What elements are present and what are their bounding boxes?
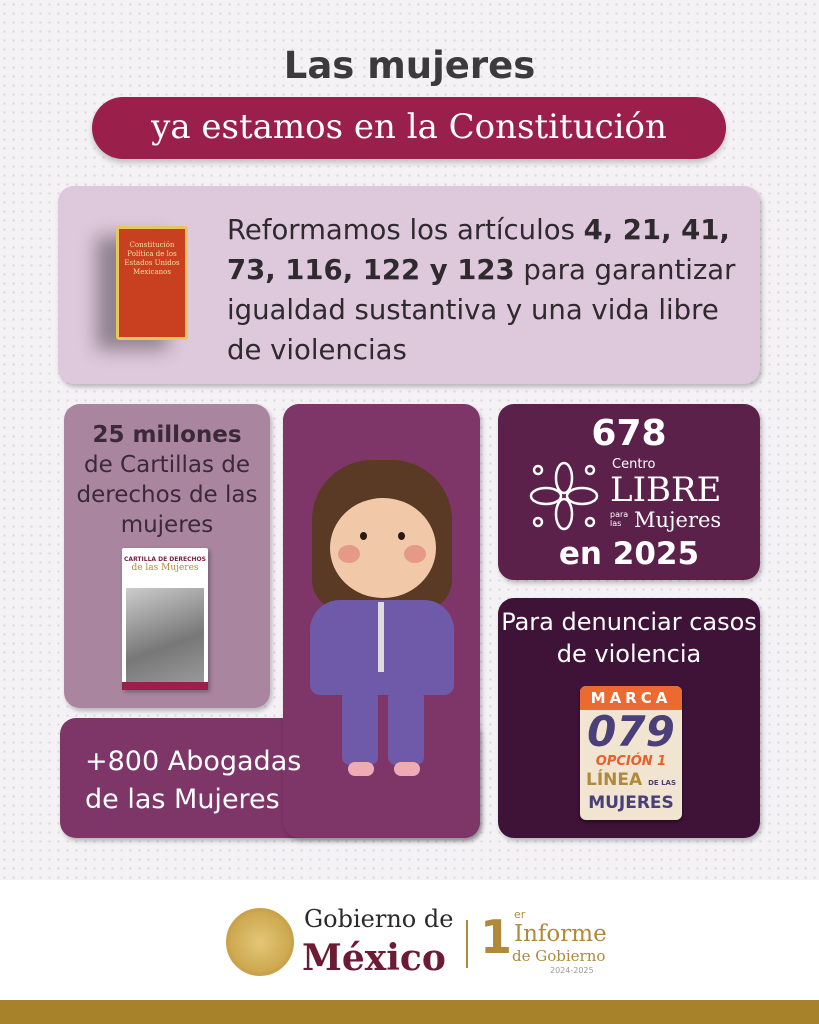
flower-logo-icon bbox=[529, 461, 599, 531]
informe-number: 1 bbox=[480, 910, 513, 964]
title-banner: ya estamos en la Constitución bbox=[92, 97, 726, 159]
cartillas-text: de Cartillas de derechos de las mujeres bbox=[76, 452, 258, 538]
footer bbox=[0, 880, 819, 1000]
centros-card: 678 Centro LIBRE para las Mujeres en 202… bbox=[498, 404, 760, 580]
informe-superscript: er bbox=[514, 908, 526, 921]
abogadas-text: +800 Abogadas de las Mujeres bbox=[85, 746, 302, 815]
logo-para-las: para las bbox=[610, 510, 629, 528]
logo-mujeres: Mujeres bbox=[634, 508, 722, 532]
informe-label: Informe bbox=[514, 921, 607, 947]
page-title: Las mujeres bbox=[283, 44, 536, 87]
mexico-seal-icon bbox=[226, 908, 294, 976]
reform-card: Constitución Política de los Estados Uni… bbox=[58, 186, 760, 384]
centros-year: en 2025 bbox=[558, 536, 700, 572]
constitution-book-icon: Constitución Política de los Estados Uni… bbox=[116, 226, 188, 340]
linea-mujeres-079-badge: MARCA 079 OPCIÓN 1 LÍNEA DE LAS MUJERES bbox=[580, 686, 682, 820]
footer-divider bbox=[466, 920, 468, 968]
denuncia-card: Para denunciar casos de violencia MARCA … bbox=[498, 598, 760, 838]
gold-footer-bar bbox=[0, 1000, 819, 1024]
cartilla-booklet-image: CARTILLA DE DERECHOS de las Mujeres bbox=[122, 548, 208, 690]
cartillas-number: 25 millones bbox=[92, 422, 242, 448]
logo-centro: Centro bbox=[612, 457, 656, 472]
abogadas-card-joint bbox=[283, 700, 480, 740]
gobierno-logo-line2: México bbox=[302, 937, 446, 979]
denuncia-text: Para denunciar casos de violencia bbox=[501, 608, 757, 668]
logo-libre: LIBRE bbox=[610, 470, 722, 510]
reform-text: Reformamos los artículos 4, 21, 41, 73, … bbox=[227, 214, 736, 366]
informe-sublabel: de Gobierno bbox=[512, 947, 606, 965]
centro-libre-logo: Centro LIBRE para las Mujeres bbox=[528, 457, 734, 532]
centros-number: 678 bbox=[591, 413, 667, 454]
informe-years: 2024-2025 bbox=[550, 966, 594, 975]
gobierno-logo-line1: Gobierno de bbox=[304, 905, 454, 933]
cartillas-card: 25 millones de Cartillas de derechos de l… bbox=[64, 404, 270, 708]
character-illustration bbox=[300, 460, 470, 790]
